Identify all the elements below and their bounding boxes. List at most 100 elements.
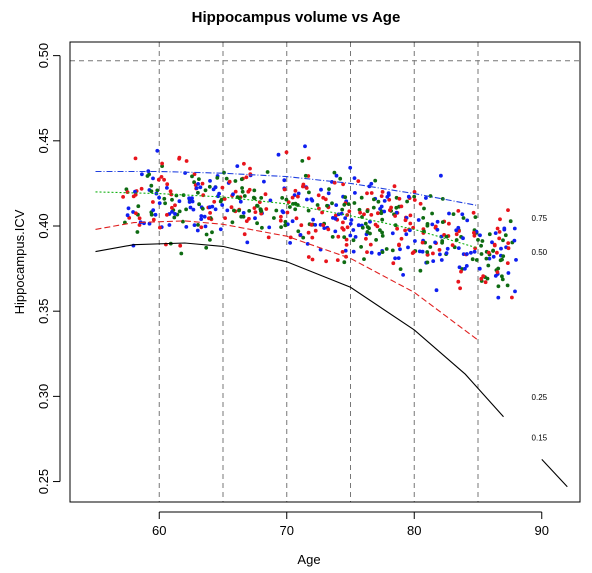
data-point [347, 209, 352, 214]
x-tick-label: 80 [407, 523, 421, 538]
data-point [487, 256, 492, 261]
x-tick-label: 60 [152, 523, 166, 538]
data-point [369, 191, 374, 195]
data-point [479, 243, 483, 248]
data-point [178, 243, 183, 248]
data-point [348, 165, 353, 170]
data-point [408, 213, 413, 218]
data-point [306, 156, 311, 161]
data-point [369, 213, 374, 217]
data-point [454, 228, 459, 233]
data-point [472, 230, 476, 235]
data-point [246, 189, 251, 194]
data-point [478, 233, 482, 238]
data-point [404, 232, 409, 237]
data-point [136, 204, 141, 209]
data-point [470, 257, 475, 262]
y-tick-label: 0.45 [36, 128, 51, 153]
data-point [280, 196, 285, 200]
data-point [405, 199, 409, 204]
data-point [438, 252, 442, 257]
data-point [406, 194, 411, 199]
data-point [418, 201, 423, 206]
data-point [390, 231, 395, 236]
data-point [293, 188, 298, 193]
data-point [310, 257, 315, 262]
data-point [491, 254, 496, 259]
data-point [412, 194, 417, 199]
data-point [200, 206, 205, 211]
data-point [233, 189, 238, 194]
data-point [196, 190, 200, 195]
data-point [435, 219, 440, 224]
data-point [294, 216, 299, 221]
data-point [440, 240, 444, 245]
data-point [473, 215, 478, 220]
data-point [344, 243, 349, 247]
data-point [496, 284, 501, 289]
data-point [218, 227, 223, 232]
data-point [313, 228, 318, 233]
data-point [340, 250, 345, 254]
data-point [348, 221, 353, 226]
data-point [190, 196, 194, 201]
data-point [430, 211, 434, 216]
data-point [195, 228, 200, 233]
data-point [207, 216, 211, 221]
data-point [173, 203, 177, 208]
data-point [197, 177, 201, 182]
data-point [324, 259, 328, 264]
data-point [284, 150, 289, 155]
data-point [433, 240, 437, 245]
data-point [334, 203, 339, 208]
data-point [241, 214, 246, 219]
data-point [222, 170, 226, 175]
data-point [408, 228, 412, 233]
data-point [125, 213, 130, 218]
data-point [459, 269, 463, 274]
data-point [151, 176, 155, 181]
data-point [360, 225, 365, 230]
data-point [403, 218, 408, 223]
data-point [151, 217, 156, 222]
data-point [163, 201, 168, 206]
data-point [170, 210, 174, 214]
data-point [199, 225, 204, 230]
data-point [352, 176, 357, 181]
data-point [369, 181, 374, 186]
data-point [153, 212, 158, 217]
data-point [197, 202, 202, 207]
data-point [499, 246, 503, 251]
data-point [421, 216, 426, 220]
data-point [487, 232, 492, 237]
data-point [454, 238, 459, 242]
data-point [263, 192, 268, 197]
data-point [327, 187, 331, 192]
data-point [288, 235, 293, 240]
data-point [274, 208, 279, 213]
data-point [411, 225, 415, 230]
data-point [505, 283, 510, 288]
data-point [237, 208, 241, 213]
data-point [240, 189, 245, 194]
data-point [412, 250, 416, 254]
data-point [430, 222, 435, 227]
centile-curves: 0.75 0.50 0.25 0.15 [95, 170, 568, 488]
data-point [380, 190, 385, 194]
data-point [310, 235, 315, 240]
data-point [375, 224, 380, 229]
data-point [192, 223, 197, 228]
data-point [155, 188, 160, 193]
data-point [320, 210, 324, 215]
chart-title: Hippocampus volume vs Age [192, 9, 401, 26]
data-point [496, 266, 501, 271]
data-point [495, 250, 499, 255]
data-point [134, 211, 138, 216]
data-point [440, 220, 445, 225]
data-point [242, 194, 247, 198]
data-point [425, 223, 430, 228]
data-point [184, 207, 189, 212]
data-point [140, 172, 144, 177]
data-point [340, 226, 345, 230]
data-point [168, 189, 173, 194]
